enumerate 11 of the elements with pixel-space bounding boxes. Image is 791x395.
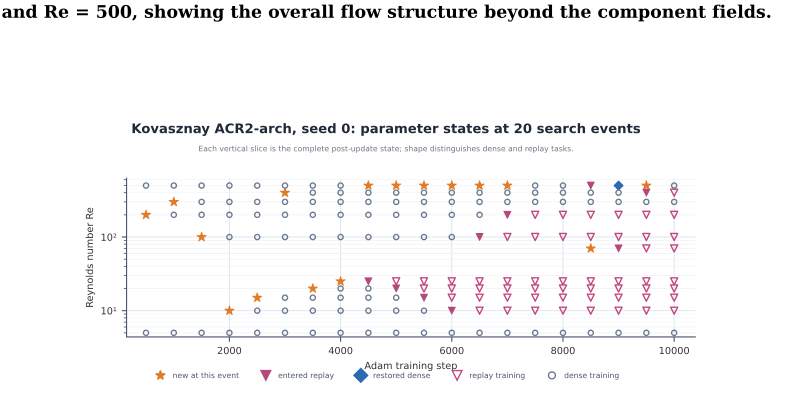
chart-title: Kovasznay ACR2-arch, seed 0: parameter states at 20 search events [132, 123, 640, 136]
x-tick-label: 2000 [218, 346, 242, 354]
x-tick-label: 4000 [328, 346, 352, 354]
y-axis-title: Reynolds number Re [86, 208, 96, 307]
y-tick-label: 10¹ [102, 307, 116, 315]
x-tick-label: 8000 [551, 346, 575, 354]
x-tick-label: 10000 [660, 346, 689, 354]
x-axis-title: Adam training step [364, 362, 457, 372]
x-tick-label: 6000 [440, 346, 464, 354]
text: and Re = 500, showing the overall flow structure beyond the component fields. [2, 4, 770, 22]
y-tick-label: 10² [102, 234, 116, 241]
